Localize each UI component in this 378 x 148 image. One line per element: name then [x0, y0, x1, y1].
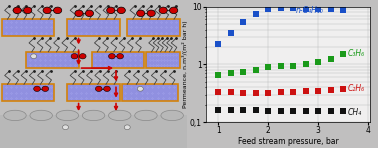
Circle shape: [159, 7, 167, 14]
Circle shape: [147, 10, 155, 17]
Circle shape: [85, 10, 94, 17]
FancyBboxPatch shape: [2, 84, 54, 101]
Circle shape: [34, 86, 40, 91]
FancyBboxPatch shape: [26, 52, 79, 68]
FancyBboxPatch shape: [67, 84, 120, 101]
Circle shape: [71, 54, 78, 59]
Ellipse shape: [56, 110, 79, 121]
FancyBboxPatch shape: [0, 115, 187, 148]
Text: n-C₄H₁₀: n-C₄H₁₀: [296, 6, 324, 15]
FancyBboxPatch shape: [2, 19, 54, 36]
FancyBboxPatch shape: [67, 19, 120, 36]
Text: C₃H₆: C₃H₆: [348, 49, 365, 58]
Circle shape: [23, 7, 32, 14]
Circle shape: [117, 7, 125, 14]
Ellipse shape: [30, 110, 53, 121]
Ellipse shape: [82, 110, 105, 121]
Circle shape: [54, 7, 62, 14]
FancyBboxPatch shape: [127, 19, 180, 36]
Y-axis label: Permeance, n.m³/(m² bar h): Permeance, n.m³/(m² bar h): [182, 21, 188, 108]
Circle shape: [42, 86, 49, 91]
Circle shape: [31, 54, 37, 59]
FancyBboxPatch shape: [92, 52, 144, 68]
Circle shape: [13, 7, 21, 14]
Circle shape: [108, 54, 115, 59]
Circle shape: [43, 7, 51, 14]
FancyBboxPatch shape: [146, 52, 180, 68]
Circle shape: [75, 10, 83, 17]
X-axis label: Feed stream pressure, bar: Feed stream pressure, bar: [238, 137, 339, 146]
Circle shape: [107, 7, 115, 14]
Text: CH₄: CH₄: [348, 108, 362, 117]
Text: C₂H₆: C₂H₆: [348, 84, 365, 93]
Circle shape: [104, 86, 110, 91]
Circle shape: [137, 86, 143, 91]
FancyBboxPatch shape: [122, 84, 178, 101]
Circle shape: [136, 10, 145, 17]
Circle shape: [95, 86, 102, 91]
Circle shape: [124, 125, 130, 130]
Circle shape: [62, 125, 68, 130]
Circle shape: [169, 7, 178, 14]
Ellipse shape: [161, 110, 183, 121]
Ellipse shape: [135, 110, 157, 121]
Circle shape: [79, 54, 86, 59]
Ellipse shape: [108, 110, 131, 121]
Circle shape: [117, 54, 124, 59]
Ellipse shape: [4, 110, 26, 121]
